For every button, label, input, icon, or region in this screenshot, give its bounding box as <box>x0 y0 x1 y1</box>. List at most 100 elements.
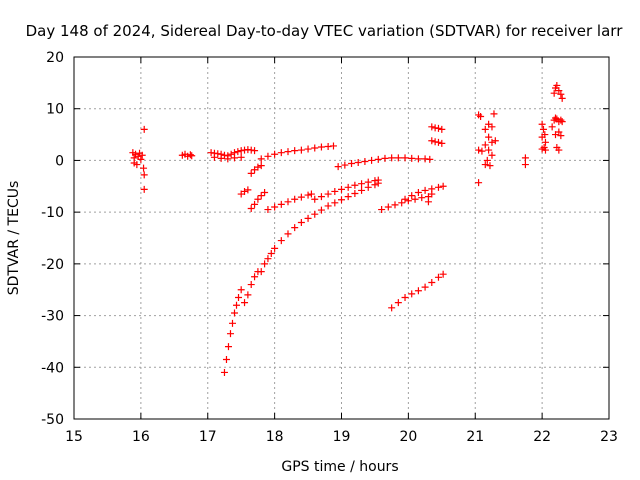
data-point <box>284 230 292 238</box>
data-point <box>358 186 366 194</box>
data-point <box>344 193 352 201</box>
data-point <box>552 114 559 122</box>
data-point <box>329 142 337 150</box>
data-point <box>541 138 549 146</box>
x-tick-label: 23 <box>600 429 618 445</box>
data-point <box>251 273 259 281</box>
data-point <box>351 181 359 189</box>
data-point <box>344 183 352 191</box>
data-point <box>351 190 359 198</box>
y-axis-label: SDTVAR / TECUs <box>6 181 22 296</box>
data-point <box>434 183 442 191</box>
data-point <box>247 169 255 177</box>
data-point <box>401 154 409 162</box>
data-point <box>538 120 546 128</box>
data-point <box>550 89 558 97</box>
data-point <box>490 110 498 118</box>
data-point <box>558 118 566 126</box>
data-point <box>188 152 196 160</box>
data-point <box>488 151 496 159</box>
data-point <box>228 319 236 327</box>
data-point <box>539 125 547 133</box>
data-point <box>311 195 319 203</box>
data-point <box>555 146 563 154</box>
data-point <box>133 161 141 169</box>
data-point <box>381 154 389 162</box>
data-point <box>521 154 529 162</box>
data-point <box>483 156 491 164</box>
data-point <box>284 198 292 206</box>
data-point <box>217 154 225 162</box>
data-point <box>291 147 299 155</box>
data-point <box>324 202 332 210</box>
data-point <box>408 290 416 298</box>
data-point <box>418 194 426 202</box>
data-point <box>233 301 241 309</box>
y-tick-labels: -50 -40 -30 -20 -10 0 10 20 <box>41 50 64 428</box>
data-point <box>548 123 556 131</box>
y-tick-label: -20 <box>41 257 64 273</box>
data-point <box>254 163 262 171</box>
data-point <box>237 286 245 294</box>
data-point <box>251 200 259 208</box>
data-point <box>264 255 272 263</box>
data-point <box>358 180 366 188</box>
data-point <box>475 146 483 154</box>
data-point <box>421 186 429 194</box>
y-tick-label: 0 <box>55 153 64 169</box>
data-point <box>414 287 422 295</box>
data-point <box>297 193 305 201</box>
data-point <box>557 90 565 98</box>
data-point <box>364 178 372 186</box>
data-point <box>317 193 325 201</box>
data-point <box>291 224 299 232</box>
data-point <box>251 147 259 155</box>
data-point <box>271 244 279 252</box>
data-point <box>210 153 218 161</box>
data-point <box>220 368 228 376</box>
y-tick-label: 10 <box>46 102 64 118</box>
data-point <box>388 154 396 162</box>
data-point <box>334 163 342 171</box>
data-point <box>428 137 436 145</box>
data-point <box>311 210 319 218</box>
data-point <box>247 205 255 213</box>
data-point <box>414 155 422 163</box>
data-point <box>311 144 319 152</box>
data-point <box>224 155 232 163</box>
data-point <box>247 281 255 289</box>
data-point <box>277 149 285 157</box>
data-point <box>439 270 447 278</box>
data-point <box>434 124 442 132</box>
y-tick-label: 20 <box>46 50 64 66</box>
data-point <box>538 133 546 141</box>
data-point <box>374 155 382 163</box>
x-tick-label: 22 <box>533 429 551 445</box>
data-point <box>481 161 489 169</box>
data-point <box>541 146 549 154</box>
data-point <box>140 164 148 172</box>
data-point <box>488 123 496 131</box>
data-point <box>394 154 402 162</box>
data-point <box>140 125 148 133</box>
axis-ticks <box>73 56 610 420</box>
data-point <box>341 161 349 169</box>
data-point <box>414 188 422 196</box>
data-point <box>486 162 494 170</box>
data-point <box>439 182 447 190</box>
data-point <box>140 171 148 179</box>
data-point <box>277 200 285 208</box>
data-point <box>401 293 409 301</box>
y-tick-label: -50 <box>41 412 64 428</box>
data-point <box>257 268 265 276</box>
data-point <box>264 152 272 160</box>
data-point <box>241 187 249 195</box>
data-point <box>388 304 396 312</box>
data-point <box>261 260 269 268</box>
data-point <box>404 197 412 205</box>
y-tick-label: -30 <box>41 309 64 325</box>
data-point <box>261 188 269 196</box>
data-point <box>538 145 546 153</box>
data-point <box>481 141 489 149</box>
data-point <box>271 150 279 158</box>
